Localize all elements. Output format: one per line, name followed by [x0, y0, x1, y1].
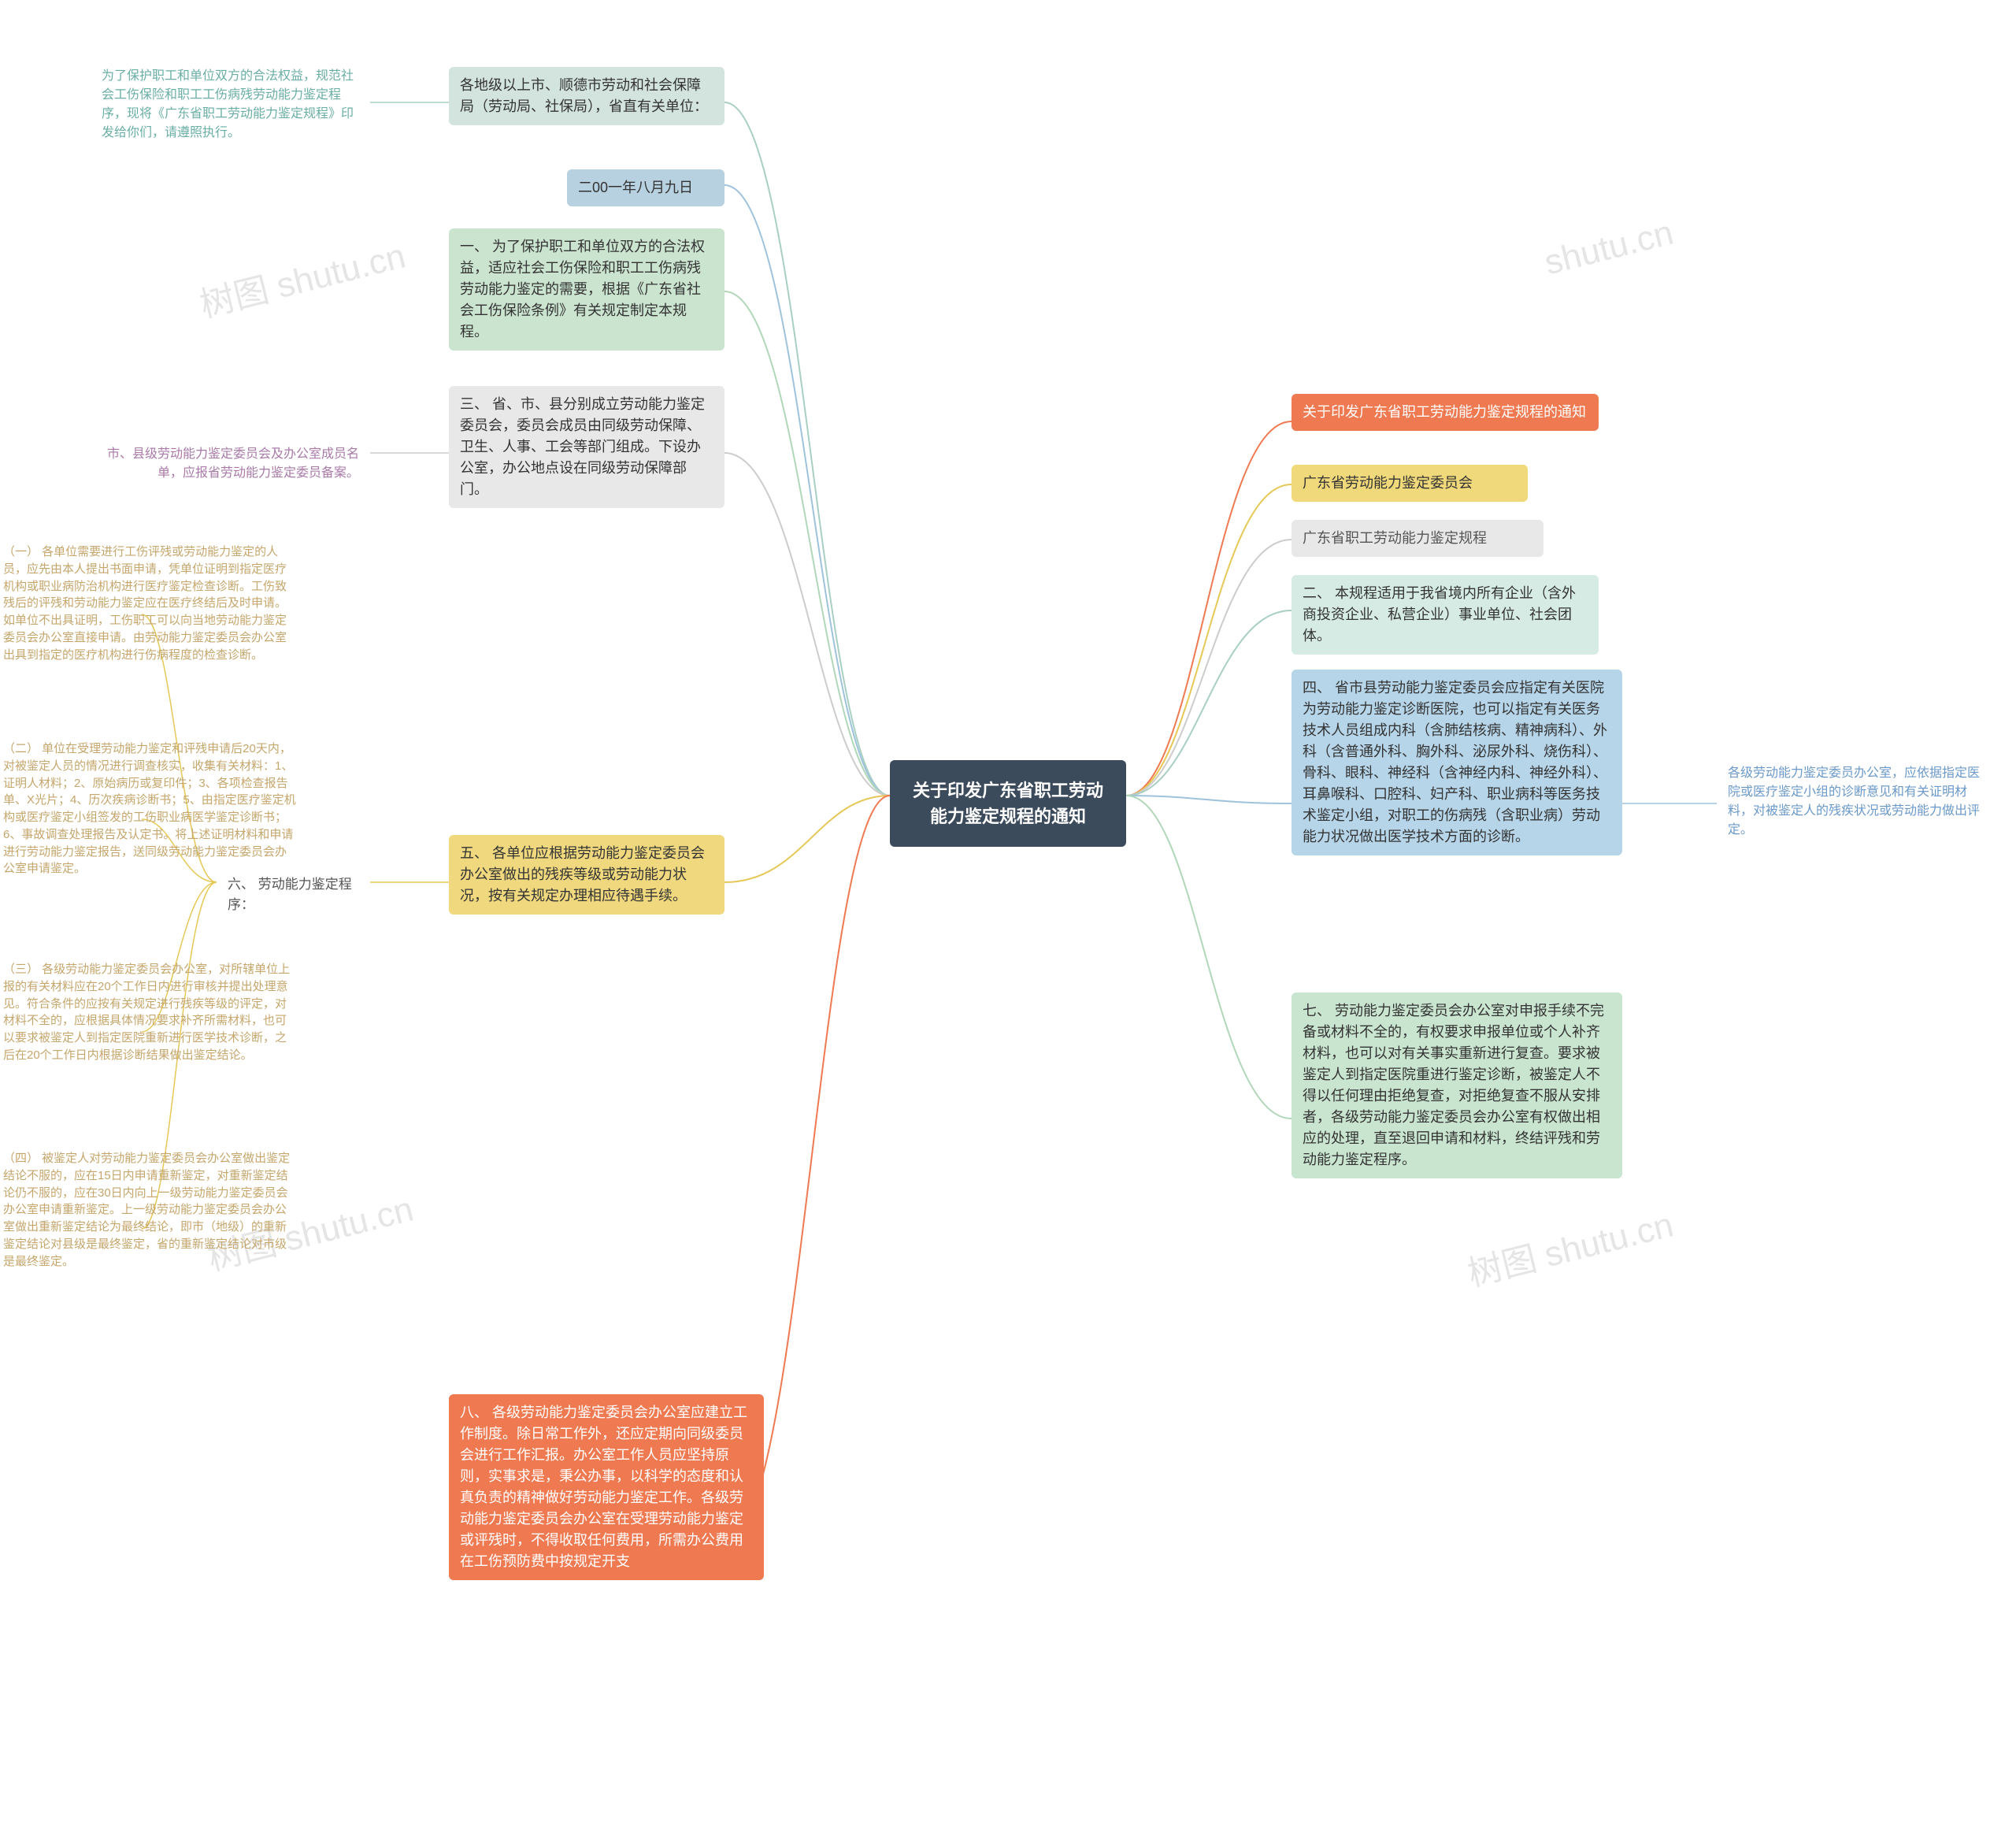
node-r1[interactable]: 关于印发广东省职工劳动能力鉴定规程的通知	[1292, 394, 1599, 431]
node-r4[interactable]: 二、 本规程适用于我省境内所有企业（含外商投资企业、私营企业）事业单位、社会团体…	[1292, 575, 1599, 655]
node-l1a: 为了保护职工和单位双方的合法权益，规范社会工伤保险和职工工伤病残劳动能力鉴定程序…	[91, 59, 370, 150]
node-r2[interactable]: 广东省劳动能力鉴定委员会	[1292, 465, 1528, 502]
node-l6b: （二） 单位在受理劳动能力鉴定和评残申请后20天内，对被鉴定人员的情况进行调查核…	[0, 733, 307, 885]
node-l6a: （一） 各单位需要进行工伤评残或劳动能力鉴定的人员，应先由本人提出书面申请，凭单…	[0, 536, 307, 671]
mindmap-canvas: 树图 shutu.cn 树图 shutu.cn shutu.cn 树图 shut…	[0, 0, 2016, 1833]
watermark: 树图 shutu.cn	[1462, 1197, 1677, 1297]
node-r5a: 各级劳动能力鉴定委员办公室，应依据指定医院或医疗鉴定小组的诊断意见和有关证明材料…	[1717, 756, 1996, 848]
node-l5[interactable]: 五、 各单位应根据劳动能力鉴定委员会办公室做出的残疾等级或劳动能力状况，按有关规…	[449, 835, 724, 915]
node-l2[interactable]: 二00一年八月九日	[567, 169, 724, 206]
watermark: shutu.cn	[1540, 213, 1677, 284]
watermark: 树图 shutu.cn	[194, 228, 410, 328]
node-r5[interactable]: 四、 省市县劳动能力鉴定委员会应指定有关医院为劳动能力鉴定诊断医院，也可以指定有…	[1292, 670, 1622, 855]
node-l4[interactable]: 三、 省、市、县分别成立劳动能力鉴定委员会，委员会成员由同级劳动保障、卫生、人事…	[449, 386, 724, 508]
node-r3[interactable]: 广东省职工劳动能力鉴定规程	[1292, 520, 1544, 557]
node-l4a: 市、县级劳动能力鉴定委员会及办公室成员名单，应报省劳动能力鉴定委员备案。	[94, 437, 370, 491]
node-r6[interactable]: 七、 劳动能力鉴定委员会办公室对申报手续不完备或材料不全的，有权要求申报单位或个…	[1292, 993, 1622, 1178]
node-l6d: （四） 被鉴定人对劳动能力鉴定委员会办公室做出鉴定结论不服的，应在15日内申请重…	[0, 1142, 307, 1278]
node-l3[interactable]: 一、 为了保护职工和单位双方的合法权益，适应社会工伤保险和职工工伤病残劳动能力鉴…	[449, 228, 724, 351]
center-topic[interactable]: 关于印发广东省职工劳动能力鉴定规程的通知	[890, 760, 1126, 847]
node-l6c: （三） 各级劳动能力鉴定委员会办公室，对所辖单位上报的有关材料应在20个工作日内…	[0, 953, 307, 1072]
node-l1[interactable]: 各地级以上市、顺德市劳动和社会保障局（劳动局、社保局），省直有关单位：	[449, 67, 724, 125]
node-l7[interactable]: 八、 各级劳动能力鉴定委员会办公室应建立工作制度。除日常工作外，还应定期向同级委…	[449, 1394, 764, 1580]
